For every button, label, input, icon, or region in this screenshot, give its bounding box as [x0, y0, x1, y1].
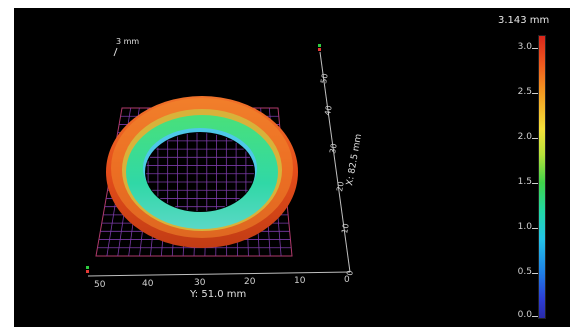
scale-bar-label: 3 mm	[116, 37, 139, 46]
colorbar-tick-mark	[532, 228, 538, 229]
y-tick: 50	[94, 280, 106, 290]
x-tick: 40	[323, 105, 334, 117]
x-tick: 20	[335, 181, 346, 193]
y-axis-title: Y: 51.0 mm	[189, 289, 246, 300]
scale-bar: 3 mm	[113, 37, 139, 57]
colorbar-tick-mark	[532, 138, 538, 139]
colorbar-tick-mark	[532, 48, 538, 49]
y-axis-ticks: 50 40 30 20 10 0	[94, 275, 350, 290]
x-axis-ticks: 0 10 20 30 40 50	[319, 73, 355, 277]
y-tick: 20	[244, 277, 256, 287]
colorbar-tick: 0.5	[517, 267, 532, 277]
colorbar-tick: 1.5	[517, 177, 532, 187]
colorbar-tick: 0.0	[517, 310, 532, 320]
y-tick: 30	[194, 278, 206, 288]
x-tick: 10	[340, 223, 351, 235]
3d-scene[interactable]: 50 40 30 20 10 0 Y: 51.0 mm 0 10 20 30 4…	[14, 8, 570, 327]
colorbar-max-label: 3.143 mm	[498, 15, 550, 26]
x-tick: 0	[345, 270, 355, 277]
colorbar-tick-mark	[532, 316, 538, 317]
x-tick: 50	[319, 73, 330, 85]
colorbar-tick: 2.5	[517, 87, 532, 97]
y-tick: 40	[142, 279, 154, 289]
3d-viewport-frame[interactable]: 50 40 30 20 10 0 Y: 51.0 mm 0 10 20 30 4…	[14, 8, 570, 327]
axes	[87, 51, 351, 277]
colorbar-tick: 1.0	[517, 222, 532, 232]
colorbar-tick-mark	[532, 93, 538, 94]
colorbar	[538, 35, 546, 319]
colorbar-tick-mark	[532, 183, 538, 184]
colorbar-tick: 3.0	[517, 42, 532, 52]
x-tick: 30	[328, 143, 339, 155]
y-tick: 10	[294, 276, 306, 286]
colorbar-tick: 2.0	[517, 132, 532, 142]
x-axis-title: X: 82.5 mm	[345, 133, 364, 186]
ring-part	[106, 96, 298, 248]
y-tick: 0	[344, 275, 350, 285]
colorbar-tick-mark	[532, 273, 538, 274]
axis-marker-top	[318, 44, 321, 51]
axis-marker-origin	[86, 266, 89, 273]
